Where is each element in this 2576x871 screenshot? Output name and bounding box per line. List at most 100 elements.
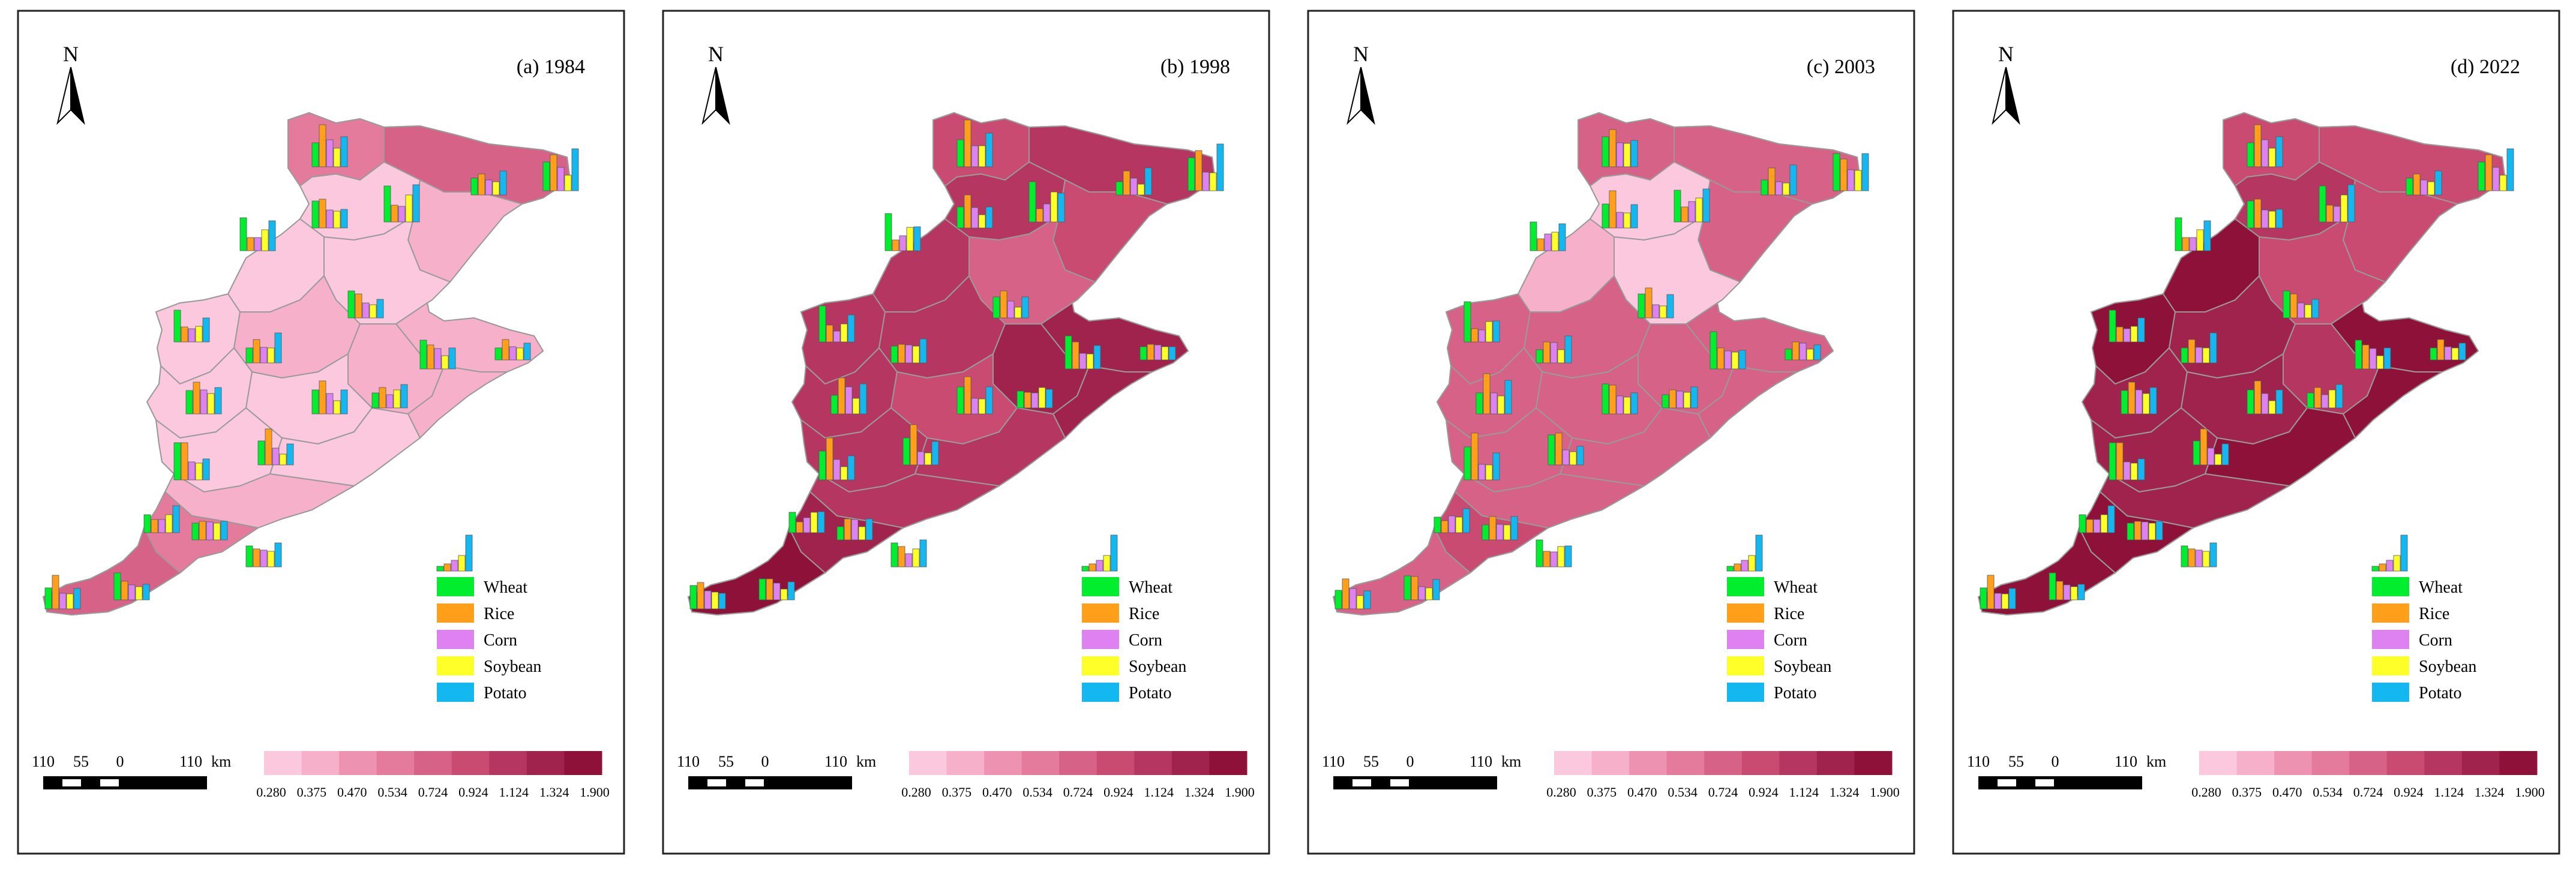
color-scale-tick: 1.124 — [2434, 785, 2464, 800]
legend-label: Corn — [1774, 631, 1807, 650]
bar-rice — [1555, 433, 1563, 465]
bar-corn — [851, 519, 859, 540]
bar-wheat — [113, 572, 121, 600]
panel-title: (b) 1998 — [1160, 56, 1230, 78]
bar-potato — [1492, 320, 1500, 343]
sample-bar-2 — [1088, 563, 1096, 572]
bar-potato — [1576, 446, 1584, 465]
bar-wheat — [191, 522, 199, 540]
color-scale-tick: 0.280 — [256, 785, 286, 800]
bar-soybean — [66, 593, 74, 609]
bar-rice — [319, 124, 326, 167]
color-scale-tick: 1.124 — [1144, 785, 1174, 800]
bar-potato — [1462, 508, 1470, 533]
bar-corn — [2297, 302, 2305, 319]
bar-rice — [2128, 382, 2136, 415]
color-scale-cell — [1171, 751, 1210, 775]
color-scale-cell — [414, 751, 452, 775]
crop-bar-cluster — [1548, 433, 1584, 465]
crop-bar-cluster — [1980, 575, 2016, 609]
crop-bar-cluster — [191, 521, 228, 540]
bar-rice — [319, 380, 326, 415]
bar-corn — [2093, 519, 2101, 533]
bar-soybean — [1806, 349, 1814, 361]
legend-swatch — [1082, 630, 1119, 649]
bar-corn — [1994, 593, 2002, 609]
bar-corn — [260, 347, 268, 364]
bar-rice — [502, 339, 509, 361]
crop-bar-cluster — [890, 539, 927, 567]
scale-label: 110 — [2115, 753, 2137, 770]
bar-rice — [1609, 385, 1617, 415]
bar-rice — [2362, 344, 2370, 370]
bar-corn — [2195, 549, 2203, 567]
north-arrow-icon: N — [1992, 42, 2020, 125]
legend-label: Rice — [484, 605, 514, 623]
bar-potato — [2458, 343, 2466, 361]
crop-bar-cluster — [1482, 516, 1518, 540]
color-scale-tick: 1.324 — [1830, 785, 1860, 800]
legend-label: Rice — [2419, 605, 2449, 623]
bar-wheat — [2247, 389, 2254, 415]
color-scale-cell — [564, 751, 602, 775]
color-scale-cell — [1741, 751, 1780, 775]
bar-soybean — [2142, 393, 2150, 415]
color-scale-legend: 0.280 0.375 0.470 0.534 0.724 0.924 1.124 1.324… — [256, 751, 610, 800]
crop-legend: Wheat Rice Corn Soybean Potato — [1082, 577, 1186, 702]
north-arrow-icon: N — [701, 42, 730, 125]
bar-rice — [265, 428, 272, 465]
bar-soybean — [1425, 587, 1433, 600]
bar-corn — [1676, 391, 1684, 409]
bar-soybean — [978, 145, 986, 167]
scale-label: 0 — [1407, 753, 1414, 770]
color-scale-cell — [339, 751, 377, 775]
bar-soybean — [1014, 307, 1022, 319]
crop-bar-cluster — [2181, 542, 2217, 567]
bar-rice — [2485, 154, 2493, 191]
bar-wheat — [2181, 347, 2188, 364]
bar-rice — [121, 581, 128, 600]
bar-corn — [2123, 328, 2131, 343]
crop-bar-cluster — [758, 578, 795, 600]
panels: (a) 1984 N Wheat Rice Corn Soybean Potato 110 55… — [17, 10, 2560, 855]
bar-wheat — [758, 578, 766, 600]
bar-soybean — [978, 214, 986, 229]
crop-bar-cluster — [347, 290, 384, 319]
color-scale-cell — [2199, 751, 2238, 775]
color-scale-tick: 1.900 — [1225, 785, 1255, 800]
bar-corn — [845, 386, 853, 415]
bar-rice — [1000, 290, 1007, 319]
bar-potato — [1216, 143, 1224, 191]
legend-label: Potato — [1774, 684, 1817, 702]
bar-corn — [362, 302, 370, 319]
bar-soybean — [2268, 400, 2276, 415]
legend-label: Soybean — [2419, 657, 2476, 676]
bar-rice — [2188, 339, 2196, 364]
bar-corn — [833, 331, 841, 343]
legend-label: Potato — [2419, 684, 2462, 702]
scale-unit: km — [856, 753, 876, 770]
bar-rice — [964, 119, 971, 167]
crop-bar-cluster — [2109, 310, 2145, 343]
bar-corn — [200, 389, 208, 415]
bar-soybean — [2376, 355, 2384, 370]
scale-bar-segment — [62, 779, 81, 786]
bar-corn — [1478, 329, 1486, 343]
bar-soybean — [1623, 397, 1631, 415]
bar-soybean — [2202, 347, 2210, 364]
crop-bar-cluster — [470, 170, 507, 196]
sample-bar-5 — [465, 534, 473, 572]
bar-corn — [59, 593, 67, 609]
bar-potato — [919, 338, 927, 364]
bar-rice — [2116, 442, 2124, 480]
bar-wheat — [2307, 392, 2314, 409]
crop-bar-cluster — [113, 572, 150, 600]
bar-corn — [1349, 588, 1357, 609]
bar-soybean — [840, 323, 848, 343]
bar-corn — [2261, 209, 2269, 229]
bar-soybean — [810, 512, 818, 533]
crop-bar-cluster — [2355, 340, 2391, 370]
scale-bar-segment — [100, 779, 119, 786]
color-scale-tick: 1.124 — [1789, 785, 1819, 800]
bar-corn — [128, 584, 136, 600]
